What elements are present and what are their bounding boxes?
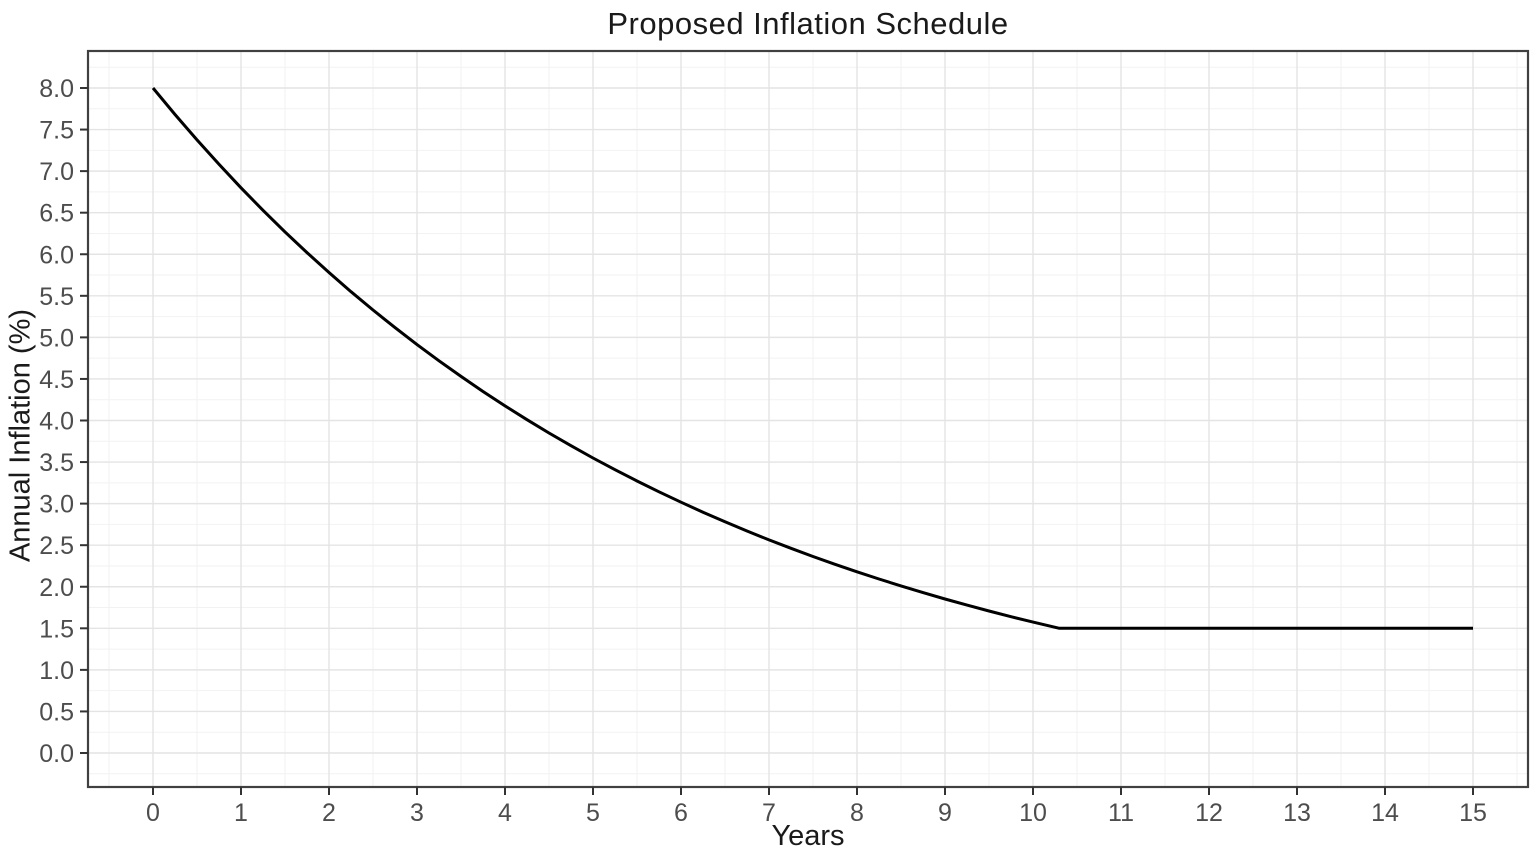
x-tick-label: 14 bbox=[1371, 799, 1399, 827]
y-tick-label: 3.5 bbox=[39, 449, 74, 477]
x-tick-label: 3 bbox=[410, 799, 424, 827]
y-tick-label: 4.5 bbox=[39, 366, 74, 394]
y-tick-label: 4.0 bbox=[39, 408, 74, 436]
x-tick-label: 9 bbox=[938, 799, 952, 827]
x-tick-label: 2 bbox=[322, 799, 336, 827]
x-tick-label: 11 bbox=[1108, 799, 1134, 827]
y-tick-label: 5.0 bbox=[39, 324, 74, 352]
x-tick-label: 10 bbox=[1019, 799, 1047, 827]
y-tick-label: 1.5 bbox=[39, 615, 74, 643]
y-tick-label: 0.5 bbox=[39, 698, 74, 726]
y-tick-label: 0.0 bbox=[39, 740, 74, 768]
x-tick-label: 0 bbox=[146, 799, 160, 827]
chart-title: Proposed Inflation Schedule bbox=[607, 6, 1009, 41]
y-tick-label: 8.0 bbox=[39, 75, 74, 103]
x-tick-label: 1 bbox=[234, 799, 248, 827]
plot-panel bbox=[88, 51, 1528, 787]
y-tick-label: 6.5 bbox=[39, 200, 74, 228]
panel-border bbox=[86, 49, 1530, 789]
y-tick-label: 7.0 bbox=[39, 158, 74, 186]
y-tick-label: 2.5 bbox=[39, 532, 74, 560]
x-tick-label: 4 bbox=[498, 799, 512, 827]
x-tick-label: 6 bbox=[674, 799, 688, 827]
x-tick-label: 13 bbox=[1283, 799, 1311, 827]
x-tick-label: 15 bbox=[1459, 799, 1487, 827]
y-tick-label: 7.5 bbox=[39, 117, 74, 145]
y-tick-label: 3.0 bbox=[39, 491, 74, 519]
x-axis-title: Years bbox=[771, 820, 845, 852]
x-tick-label: 12 bbox=[1195, 799, 1223, 827]
x-tick-label: 8 bbox=[850, 799, 864, 827]
y-tick-label: 1.0 bbox=[39, 657, 74, 685]
y-tick-label: 5.5 bbox=[39, 283, 74, 311]
y-tick-label: 2.0 bbox=[39, 574, 74, 602]
x-tick-label: 7 bbox=[762, 799, 776, 827]
y-axis-title: Annual Inflation (%) bbox=[4, 308, 37, 563]
inflation-series-line bbox=[151, 87, 1473, 630]
x-tick-label: 5 bbox=[586, 799, 600, 827]
y-tick-label: 6.0 bbox=[39, 241, 74, 269]
